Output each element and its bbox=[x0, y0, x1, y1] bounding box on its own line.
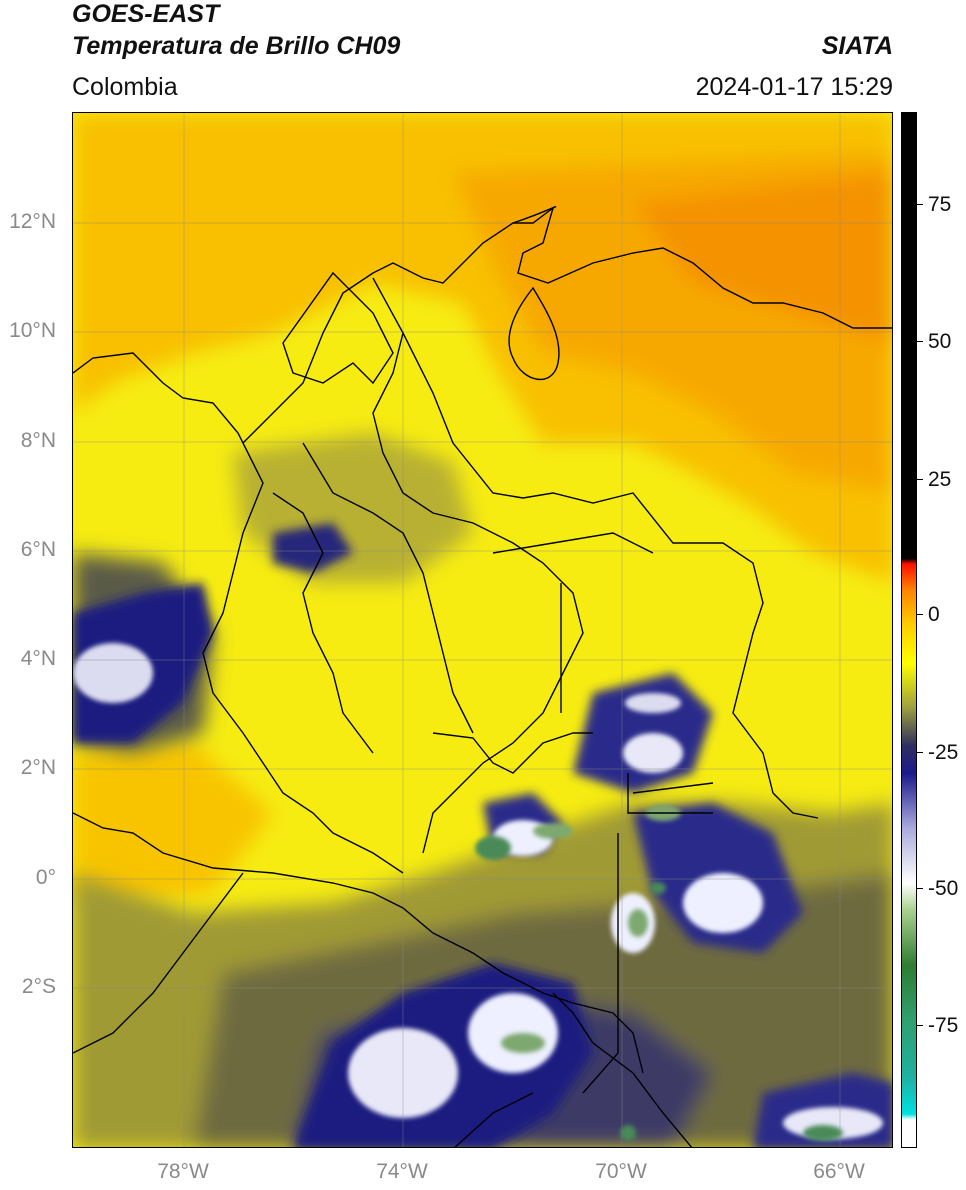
lon-label-70w: 70°W bbox=[595, 1160, 647, 1183]
colorbar-label-0: 0 bbox=[928, 603, 940, 626]
colorbar-label-neg75: -75 bbox=[928, 1014, 959, 1037]
colorbar-label-25: 25 bbox=[928, 468, 952, 491]
title-line-2: Temperatura de Brillo CH09 bbox=[72, 32, 401, 60]
lon-label-66w: 66°W bbox=[813, 1160, 865, 1183]
lat-label-4n: 4°N bbox=[20, 647, 56, 670]
lat-label-6n: 6°N bbox=[20, 538, 56, 561]
colorbar-label-neg50: -50 bbox=[928, 877, 959, 900]
lon-label-74w: 74°W bbox=[376, 1160, 428, 1183]
lat-label-2n: 2°N bbox=[20, 756, 56, 779]
lat-label-2s: 2°S bbox=[21, 975, 56, 998]
colorbar-tick-neg25 bbox=[917, 752, 923, 753]
region-label: Colombia bbox=[72, 73, 178, 101]
lon-label-78w: 78°W bbox=[157, 1160, 209, 1183]
colorbar-tick-0 bbox=[917, 614, 923, 615]
timestamp-label: 2024-01-17 15:29 bbox=[695, 73, 893, 101]
lat-label-12n: 12°N bbox=[9, 210, 56, 233]
borders bbox=[73, 206, 892, 1147]
colorbar-tick-25 bbox=[917, 479, 923, 480]
lat-label-0: 0° bbox=[35, 866, 56, 889]
colorbar bbox=[901, 112, 917, 1148]
graticule bbox=[73, 113, 892, 1147]
satellite-map bbox=[72, 112, 893, 1148]
colorbar-label-75: 75 bbox=[928, 193, 952, 216]
colorbar-tick-50 bbox=[917, 341, 923, 342]
lat-label-8n: 8°N bbox=[20, 429, 56, 452]
title-line-1: GOES-EAST bbox=[72, 0, 220, 28]
organization-label: SIATA bbox=[821, 32, 893, 60]
colorbar-tick-75 bbox=[917, 204, 923, 205]
map-canvas bbox=[73, 113, 892, 1147]
colorbar-label-neg25: -25 bbox=[928, 741, 959, 764]
colorbar-tick-neg50 bbox=[917, 888, 923, 889]
colorbar-label-50: 50 bbox=[928, 330, 952, 353]
colorbar-tick-neg75 bbox=[917, 1025, 923, 1026]
lat-label-10n: 10°N bbox=[9, 319, 56, 342]
warm-areas bbox=[73, 113, 892, 903]
